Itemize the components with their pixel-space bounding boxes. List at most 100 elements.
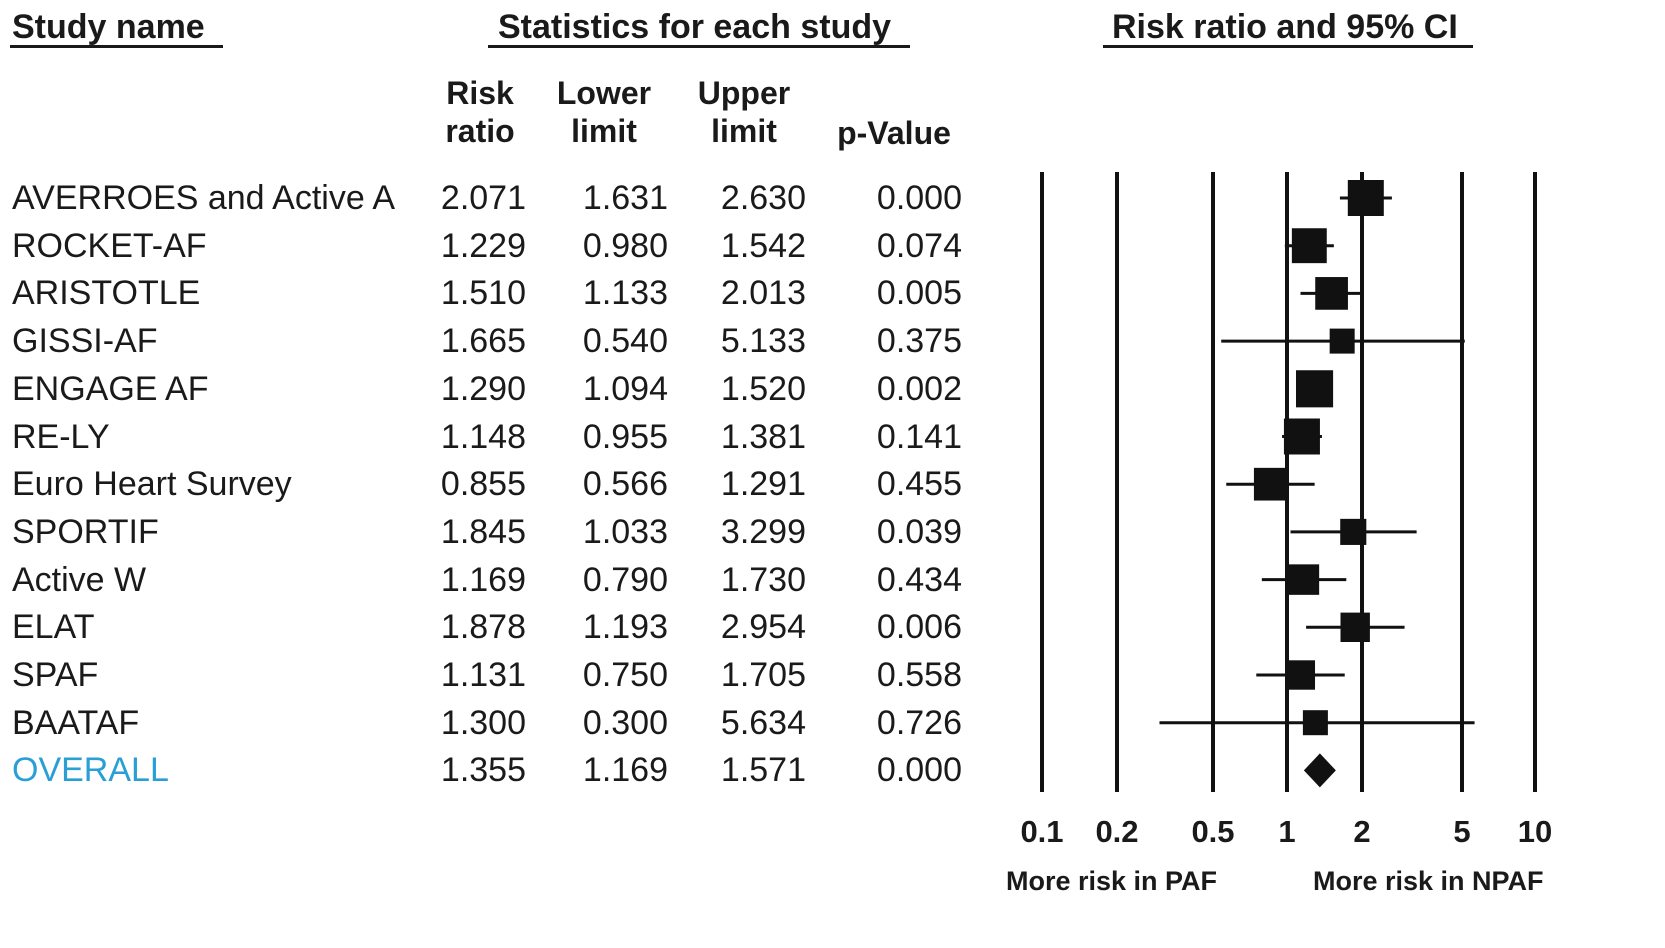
p-value: 0.039 — [876, 512, 962, 551]
upper-limit-header-line1: Upper — [697, 75, 791, 111]
point-estimate-square — [1285, 660, 1316, 690]
lower-limit-header-line2: limit — [571, 113, 637, 149]
study-name: ROCKET-AF — [12, 226, 207, 265]
point-estimate-square — [1302, 710, 1328, 736]
p-value: 0.726 — [876, 703, 962, 742]
study-name: ARISTOTLE — [12, 274, 201, 313]
statistics-header: Statistics for each study — [498, 8, 892, 46]
p-value: 0.000 — [876, 179, 962, 217]
lower-limit-value: 0.566 — [582, 465, 668, 504]
point-estimate-square — [1253, 467, 1287, 501]
study-name: AVERROES and Active A — [12, 179, 395, 217]
lower-limit-value: 0.980 — [582, 226, 668, 265]
lower-limit-column-header: Lower limit — [548, 74, 660, 150]
study-name: ENGAGE AF — [12, 369, 209, 408]
overall-label: OVERALL — [12, 751, 169, 790]
study-name: GISSI-AF — [12, 322, 158, 361]
risk-ratio-value: 0.855 — [440, 465, 526, 504]
risk-ratio-header-line1: Risk — [446, 75, 514, 111]
study-name: SPORTIF — [12, 512, 159, 551]
upper-limit-value: 2.630 — [720, 179, 806, 217]
risk-ratio-header-line2: ratio — [445, 113, 515, 149]
x-tick-label: 0.2 — [1095, 814, 1138, 849]
upper-limit-header-line2: limit — [711, 113, 777, 149]
point-estimate-square — [1315, 277, 1348, 310]
lower-limit-value: 1.133 — [582, 274, 668, 313]
risk-ratio-value: 1.665 — [440, 322, 526, 361]
study-name-underline — [10, 45, 223, 48]
study-name: SPAF — [12, 656, 99, 694]
x-label-left: More risk in PAF — [1006, 866, 1217, 896]
risk-ratio-column-header: Risk ratio — [430, 74, 530, 150]
point-estimate-square — [1296, 370, 1334, 408]
upper-limit-value: 5.634 — [720, 703, 806, 742]
risk-ratio-value: 2.071 — [440, 179, 526, 217]
p-value: 0.002 — [876, 369, 962, 408]
lower-limit-header-line1: Lower — [556, 75, 652, 111]
upper-limit-value: 1.291 — [720, 465, 806, 504]
overall-diamond — [1303, 753, 1336, 788]
forest-underline — [1103, 45, 1473, 48]
study-name-header: Study name — [12, 8, 205, 46]
point-estimate-square — [1340, 612, 1370, 642]
lower-limit-value: 0.540 — [582, 322, 668, 361]
p-value: 0.434 — [876, 560, 962, 599]
risk-ratio-value: 1.148 — [440, 417, 526, 456]
risk-ratio-value: 1.229 — [440, 226, 526, 265]
lower-limit-value: 1.094 — [582, 369, 668, 408]
risk-ratio-value: 1.131 — [440, 656, 526, 694]
upper-limit-value: 1.520 — [720, 369, 806, 408]
lower-limit-value: 0.790 — [582, 560, 668, 599]
upper-limit-value: 1.571 — [720, 751, 806, 790]
statistics-underline — [488, 45, 910, 48]
p-value: 0.000 — [876, 751, 962, 790]
risk-ratio-value: 1.355 — [440, 751, 526, 790]
x-tick-label: 10 — [1518, 814, 1552, 849]
lower-limit-value: 1.033 — [582, 512, 668, 551]
p-value: 0.375 — [876, 322, 962, 361]
x-tick-label: 0.1 — [1020, 814, 1063, 849]
x-tick-label: 1 — [1278, 814, 1295, 849]
upper-limit-value: 1.730 — [720, 560, 806, 599]
point-estimate-square — [1329, 328, 1355, 354]
point-estimate-square — [1288, 564, 1320, 595]
forest-header: Risk ratio and 95% CI — [1112, 8, 1458, 46]
upper-limit-value: 1.705 — [720, 656, 806, 694]
risk-ratio-value: 1.878 — [440, 608, 526, 647]
point-estimate-square — [1291, 228, 1327, 264]
p-value: 0.455 — [876, 465, 962, 504]
x-label-right: More risk in NPAF — [1313, 866, 1544, 896]
p-value: 0.005 — [876, 274, 962, 313]
upper-limit-value: 2.954 — [720, 608, 806, 647]
risk-ratio-value: 1.845 — [440, 512, 526, 551]
x-tick-label: 0.5 — [1191, 814, 1234, 849]
point-estimate-square — [1340, 518, 1367, 545]
point-estimate-square — [1283, 418, 1320, 455]
p-value: 0.006 — [876, 608, 962, 647]
p-value-column-header: p-Value — [837, 115, 951, 151]
x-tick-label: 5 — [1453, 814, 1470, 849]
study-name: RE-LY — [12, 417, 110, 456]
upper-limit-value: 1.381 — [720, 417, 806, 456]
x-tick-label: 2 — [1353, 814, 1370, 849]
risk-ratio-value: 1.300 — [440, 703, 526, 742]
lower-limit-value: 0.955 — [582, 417, 668, 456]
study-name: Euro Heart Survey — [12, 465, 292, 504]
lower-limit-value: 0.300 — [582, 703, 668, 742]
upper-limit-column-header: Upper limit — [688, 74, 800, 150]
risk-ratio-value: 1.510 — [440, 274, 526, 313]
study-name: BAATAF — [12, 703, 140, 742]
upper-limit-value: 3.299 — [720, 512, 806, 551]
lower-limit-value: 1.631 — [582, 179, 668, 217]
p-value: 0.141 — [876, 417, 962, 456]
p-value: 0.558 — [876, 656, 962, 694]
risk-ratio-value: 1.290 — [440, 369, 526, 408]
study-name: ELAT — [12, 608, 95, 647]
p-value: 0.074 — [876, 226, 962, 265]
upper-limit-value: 5.133 — [720, 322, 806, 361]
upper-limit-value: 1.542 — [720, 226, 806, 265]
point-estimate-square — [1347, 180, 1384, 216]
risk-ratio-value: 1.169 — [440, 560, 526, 599]
upper-limit-value: 2.013 — [720, 274, 806, 313]
lower-limit-value: 1.169 — [582, 751, 668, 790]
